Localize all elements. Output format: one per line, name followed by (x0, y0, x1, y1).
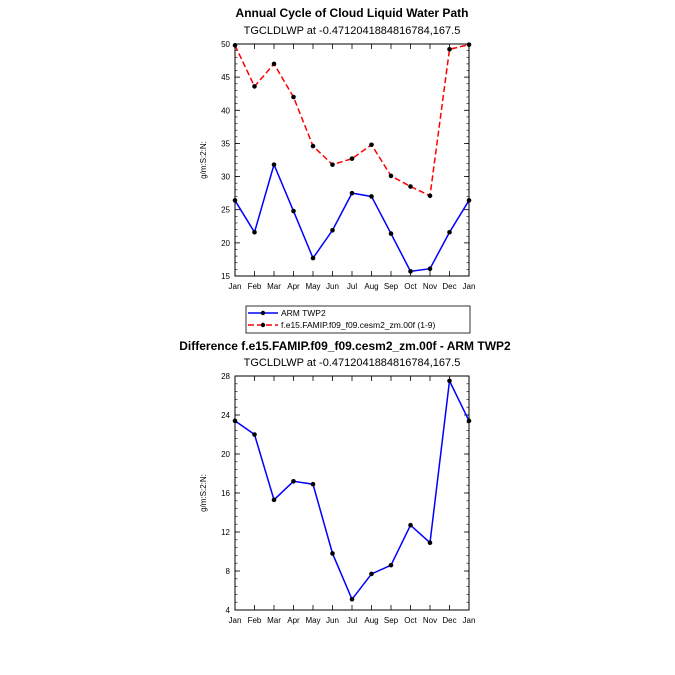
chart1-xtick-label: Nov (423, 282, 437, 291)
chart1-series-1-point (427, 193, 433, 199)
chart1-series-0-point (447, 229, 452, 235)
chart1-subtitle: TGCLDLWP at -0.4712041884816784,167.5 (244, 25, 461, 37)
chart1-xtick-label: Dec (442, 282, 456, 291)
chart2-series-0-point (447, 378, 452, 384)
chart2-frame (234, 375, 470, 611)
chart1-title: Annual Cycle of Cloud Liquid Water Path (236, 6, 469, 20)
chart1-ytick-label: 35 (221, 139, 230, 148)
chart1-series-0-point (271, 162, 277, 167)
chart2-series-0-line (234, 378, 470, 601)
chart1-series-1-line (234, 43, 470, 197)
chart1-ytick-label: 20 (221, 239, 230, 248)
chart2-series-0-point (271, 497, 277, 503)
chart2-xtick-label: Jun (326, 616, 339, 625)
chart2-xtick-label: Jul (347, 616, 357, 625)
chart2-series-0-point (291, 479, 296, 484)
chart2-series-0-point (232, 418, 238, 424)
chart1-xtick-label: Apr (287, 282, 300, 291)
chart1-xtick-label: Feb (248, 282, 262, 291)
chart2-ytick-label: 12 (221, 528, 230, 537)
chart2-series-0-point (252, 432, 257, 437)
chart1-series-0-point (427, 266, 433, 272)
chart1-xtick-label: Oct (404, 282, 417, 291)
legend-label-arm: ARM TWP2 (281, 308, 326, 318)
chart1-plot-area: Jan Feb Mar Apr May Jun Jul Aug Sep Oct Nov Dec Jan1… (221, 40, 475, 291)
chart2-series-0-point (388, 562, 394, 568)
chart2-series-0-point (466, 418, 472, 424)
chart2-ytick-label: 24 (221, 411, 230, 420)
legend-marker-arm (260, 310, 266, 316)
chart1-ytick-label: 50 (221, 40, 230, 49)
chart1-xtick-label: May (305, 282, 320, 291)
chart2-xtick-label: Jan (229, 616, 242, 625)
chart1-xtick-label: Aug (364, 282, 378, 291)
chart1-series-0-point (466, 198, 472, 203)
chart1-series-0-point (330, 227, 335, 233)
chart2-xtick-label: Dec (442, 616, 456, 625)
chart1-series-0-point (349, 190, 355, 196)
chart2-xtick-label: Nov (423, 616, 437, 625)
chart2-ytick-label: 16 (221, 489, 230, 498)
chart2-ytick-label: 28 (221, 372, 230, 381)
chart1-series-0-point (369, 194, 374, 199)
chart2-xtick-label: Jan (463, 616, 476, 625)
chart2-series-0-point (369, 571, 374, 577)
chart1-ytick-label: 40 (221, 106, 230, 115)
legend-marker-model (260, 322, 266, 328)
chart1-series-0-point (291, 208, 296, 214)
chart1-xtick-label: Jan (463, 282, 476, 291)
chart2-series-0-point (349, 596, 355, 602)
chart1-series-1-point (349, 156, 355, 161)
chart1-series-0-point (252, 229, 257, 235)
chart1-series-1-point (369, 142, 374, 148)
chart1-series-0-point (232, 198, 238, 203)
chart2-ylabel: g/m:S:2:N: (199, 474, 208, 512)
chart2-xtick-label: Apr (287, 616, 300, 625)
chart2-series-0-point (427, 540, 433, 546)
chart2-plot-area: Jan Feb Mar Apr May Jun Jul Aug Sep Oct Nov Dec Jan4… (221, 372, 475, 625)
chart2-xtick-label: Aug (364, 616, 378, 625)
chart1-series-1-point (310, 143, 316, 149)
chart1-xtick-label: Jan (229, 282, 242, 291)
chart2-series-0-point (408, 522, 413, 528)
chart1-xtick-label: Jun (326, 282, 339, 291)
chart2-subtitle: TGCLDLWP at -0.4712041884816784,167.5 (244, 357, 461, 369)
chart2-ytick-label: 8 (226, 567, 231, 576)
chart2-xtick-label: Sep (384, 616, 399, 625)
chart2-xtick-label: Oct (404, 616, 417, 625)
chart1-series-1-point (330, 162, 335, 167)
chart2-ytick-label: 4 (226, 606, 231, 615)
chart1-xtick-label: Mar (267, 282, 281, 291)
chart1-series-1-point (447, 47, 452, 52)
chart1-ytick-label: 15 (221, 272, 230, 281)
chart2-xtick-label: May (305, 616, 320, 625)
chart1-series-0-point (388, 231, 394, 236)
chart1-series-1-point (466, 42, 472, 47)
chart1-ytick-label: 45 (221, 73, 230, 82)
chart2-series-0-point (310, 481, 316, 487)
chart1-series-1-point (291, 94, 296, 100)
chart1-series-0-line (234, 162, 470, 273)
chart1-series-1-point (408, 184, 413, 189)
chart1-series-0-point (310, 255, 316, 261)
chart1-ylabel: g/m:S:2:N: (199, 141, 208, 179)
chart1-series-0-point (408, 269, 413, 274)
chart1-legend: ARM TWP2 f.e15.FAMIP.f09_f09.cesm2_zm.00… (245, 305, 471, 334)
chart1-series-1-point (232, 43, 238, 48)
chart1-xtick-label: Jul (347, 282, 357, 291)
chart1-xtick-label: Sep (384, 282, 399, 291)
legend-box (245, 305, 471, 334)
chart1-ytick-label: 30 (221, 173, 230, 182)
chart1-series-1-point (388, 173, 394, 179)
chart2-ytick-label: 20 (221, 450, 230, 459)
chart1-series-1-point (271, 61, 277, 67)
chart2-xtick-label: Mar (267, 616, 281, 625)
chart2-title: Difference f.e15.FAMIP.f09_f09.cesm2_zm.… (179, 339, 511, 353)
chart1-series-1-point (252, 84, 257, 89)
legend-label-model: f.e15.FAMIP.f09_f09.cesm2_zm.00f (1-9) (281, 320, 436, 330)
chart1-ytick-label: 25 (221, 206, 230, 215)
chart2-series-0-point (330, 551, 335, 556)
chart2-xtick-label: Feb (248, 616, 262, 625)
